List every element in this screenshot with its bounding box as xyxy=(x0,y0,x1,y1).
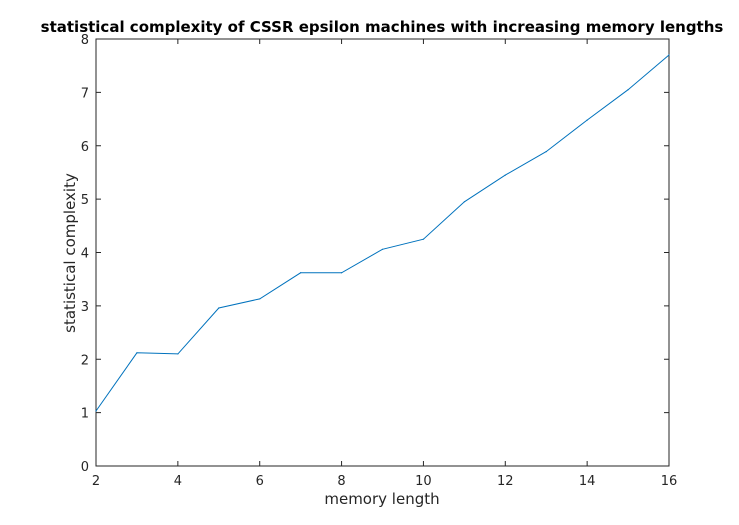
x-axis-label: memory length xyxy=(324,490,439,508)
data-point xyxy=(422,238,425,240)
x-tick-label: 12 xyxy=(497,474,514,489)
axes-box xyxy=(95,38,670,467)
data-point xyxy=(545,151,547,153)
data-point xyxy=(586,119,588,121)
y-tick-label: 3 xyxy=(81,300,89,315)
y-tick-label: 6 xyxy=(81,140,89,155)
x-tick-label: 6 xyxy=(256,474,264,489)
data-point xyxy=(504,174,506,176)
data-point xyxy=(381,248,384,250)
data-point xyxy=(136,352,138,354)
x-tick-label: 14 xyxy=(579,474,596,489)
series-layer xyxy=(95,54,670,412)
y-tick-label: 8 xyxy=(81,33,89,48)
x-tick-label: 2 xyxy=(92,474,100,489)
x-tick-label: 4 xyxy=(174,474,182,489)
y-axis-ticks: 0 1 2 3 4 5 6 7 8 xyxy=(81,33,669,475)
data-point xyxy=(218,307,220,309)
data-point xyxy=(340,272,343,274)
y-tick-label: 2 xyxy=(81,353,89,368)
y-tick-label: 4 xyxy=(81,247,89,262)
x-tick-label: 8 xyxy=(337,474,345,489)
y-axis-label: statistical complexity xyxy=(61,173,79,333)
y-tick-label: 5 xyxy=(81,193,89,208)
data-point xyxy=(95,410,97,412)
data-point xyxy=(668,54,670,56)
x-tick-label: 10 xyxy=(415,474,432,489)
data-point xyxy=(627,89,629,91)
y-tick-label: 0 xyxy=(81,460,89,475)
x-tick-label: 16 xyxy=(661,474,678,489)
data-point xyxy=(300,272,302,274)
chart-title: statistical complexity of CSSR epsilon m… xyxy=(41,18,724,36)
data-point xyxy=(259,298,261,300)
data-point xyxy=(463,201,465,203)
y-tick-label: 7 xyxy=(81,86,89,101)
y-tick-label: 1 xyxy=(81,407,89,422)
data-point xyxy=(177,353,179,355)
x-axis-ticks: 2 4 6 8 10 12 14 16 xyxy=(92,39,677,489)
